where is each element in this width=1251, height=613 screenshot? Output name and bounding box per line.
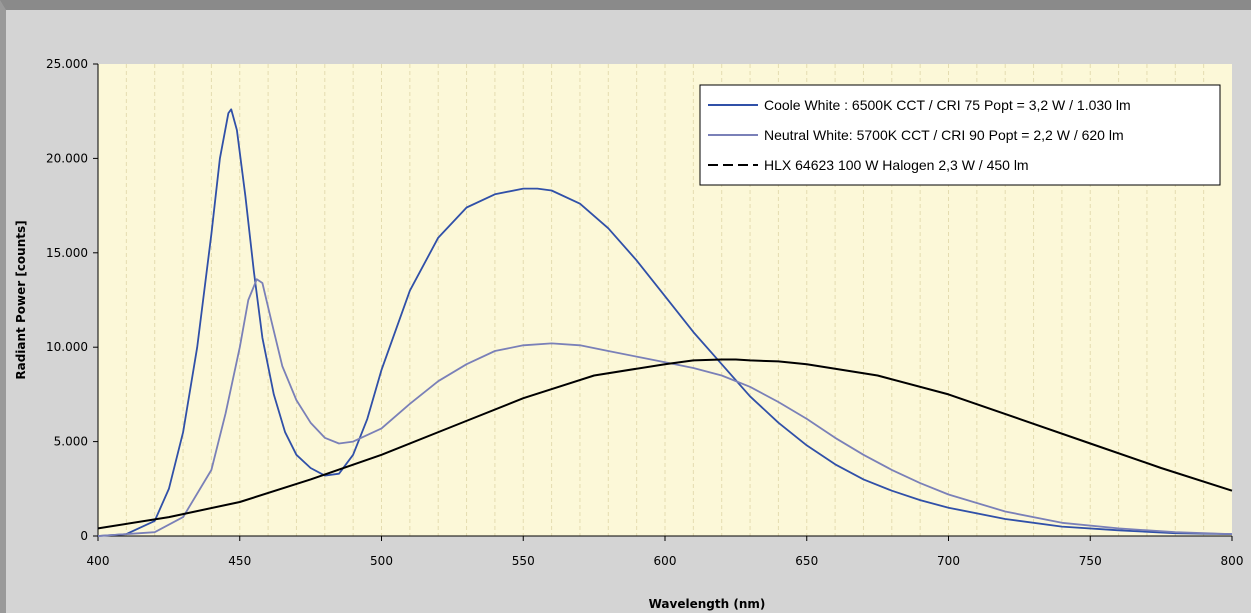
y-tick-label: 25.000 [46,57,88,71]
series-lines [97,108,1233,537]
legend-label-3: HLX 64623 100 W Halogen 2,3 W / 450 lm [764,157,1029,173]
axes: 0 5.000 10.000 15.000 20.000 25.000 400 450 500 5… [46,57,1243,568]
x-tick-label: 700 [937,554,960,568]
y-tick-label: 0 [80,529,88,543]
y-axis-title: Radiant Power [counts] [14,220,28,379]
legend-label-1: Coole White : 6500K CCT / CRI 75 Popt = … [764,97,1131,113]
series-line-2 [97,278,1233,537]
legend-label-2: Neutral White: 5700K CCT / CRI 90 Popt =… [764,127,1124,143]
x-tick-label: 400 [87,554,110,568]
y-tick-label: 5.000 [54,435,88,449]
x-axis-title: Wavelength (nm) [649,597,766,611]
y-tick-label: 10.000 [46,340,88,354]
x-tick-label: 750 [1079,554,1102,568]
x-tick-label: 550 [512,554,535,568]
y-tick-label: 20.000 [46,151,88,165]
y-tick-label: 15.000 [46,246,88,260]
x-tick-label: 800 [1221,554,1244,568]
legend-box [699,84,1221,186]
x-tick-label: 500 [370,554,393,568]
legend: Coole White : 6500K CCT / CRI 75 Popt = … [699,84,1221,186]
x-tick-label: 450 [228,554,251,568]
series-line-3 [97,358,1233,530]
x-tick-label: 650 [795,554,818,568]
x-tick-label: 600 [654,554,677,568]
series-line-1 [97,108,1233,537]
